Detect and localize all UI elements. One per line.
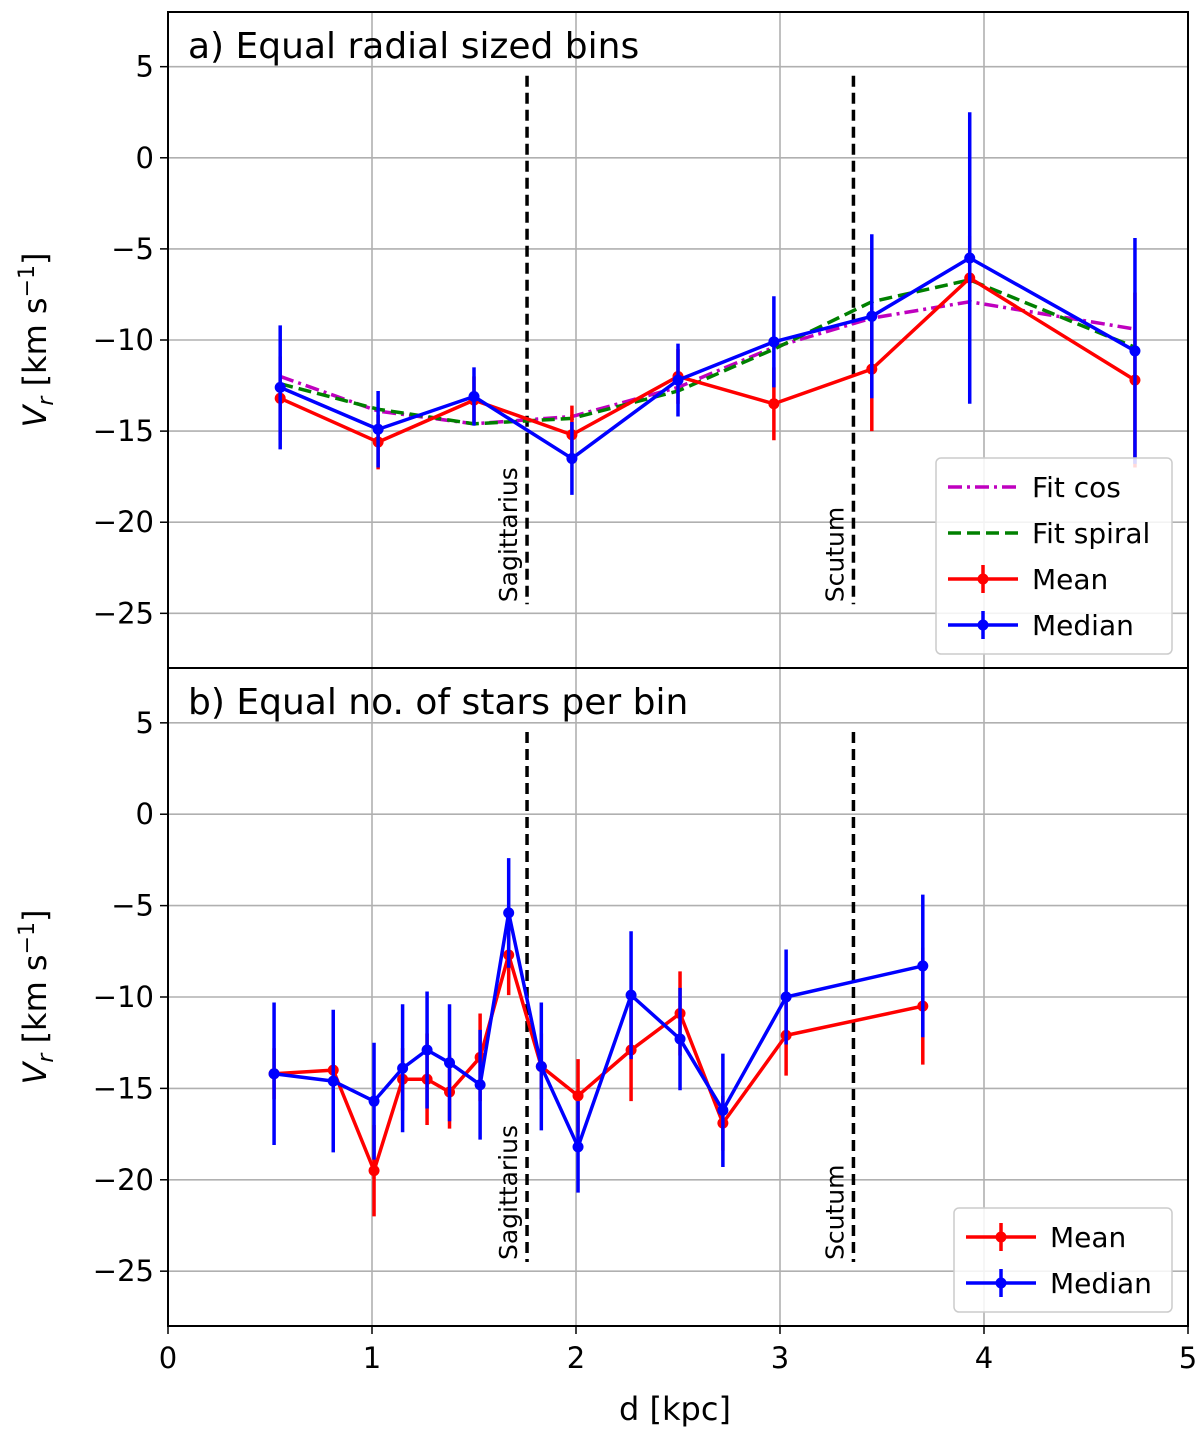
y-tick-label: −20: [93, 1163, 154, 1197]
legend-box: [953, 1207, 1173, 1313]
legend-swatch-marker-mean: [977, 573, 989, 585]
median-point: [566, 452, 578, 464]
median-point: [768, 336, 780, 348]
y-tick-label: −25: [93, 596, 154, 630]
panel-b: 5 0 −5 −10 −15 −20 −25 Vr [km s−1] Sagittarius Sc…: [15, 667, 1189, 1327]
median-point: [372, 423, 384, 435]
series-median: [274, 112, 1141, 495]
legend-swatch-marker-mean: [995, 1231, 1007, 1243]
legend-label-median: Median: [1032, 609, 1134, 642]
median-point: [327, 1075, 339, 1087]
median-point: [780, 991, 792, 1003]
y-tick-label: −15: [93, 1071, 154, 1105]
arm-label-scutum: Scutum: [820, 1165, 849, 1260]
median-point: [268, 1068, 280, 1080]
legend-box: [935, 457, 1173, 655]
y-axis-label: Vr [km s−1]: [15, 909, 59, 1084]
median-point: [421, 1044, 433, 1056]
median-point: [274, 381, 286, 393]
panel-frame-b: [167, 667, 1189, 1327]
y-tick-label: −5: [111, 889, 154, 923]
y-tick-label: −15: [93, 414, 154, 448]
x-tick-label: 0: [159, 1341, 177, 1375]
y-tick-label: 5: [136, 50, 154, 84]
median-point: [368, 1095, 380, 1107]
y-tick-label: −5: [111, 232, 154, 266]
panel-a: 5 0 −5 −10 −15 −20 −25 Vr [km s−1] Sagittarius Sc…: [15, 11, 1189, 669]
fit-cos-line: [279, 299, 1136, 426]
median-point: [572, 1141, 584, 1153]
x-tick-label: 1: [363, 1341, 381, 1375]
arm-label-sagittarius: Sagittarius: [494, 467, 523, 602]
median-point: [917, 960, 929, 972]
y-tick-label: −25: [93, 1254, 154, 1288]
legend-b: Mean Median: [953, 1207, 1173, 1313]
median-point: [964, 252, 976, 264]
median-point: [674, 1033, 686, 1045]
x-tick-label: 4: [975, 1341, 993, 1375]
legend-swatch-marker-median: [995, 1277, 1007, 1289]
mean-point: [368, 1165, 380, 1177]
median-point: [444, 1057, 456, 1069]
legend-a: Fit cos Fit spiral Mean Median: [935, 457, 1173, 655]
y-tick-label: 0: [136, 797, 154, 831]
mean-point: [768, 398, 780, 410]
median-point: [474, 1079, 486, 1091]
median-point: [535, 1060, 547, 1072]
x-tick-label: 5: [1179, 1341, 1197, 1375]
arm-label-sagittarius: Sagittarius: [494, 1125, 523, 1260]
series-fit-cos: [279, 299, 1136, 426]
median-point: [1129, 345, 1141, 357]
y-tick-label: −20: [93, 505, 154, 539]
y-tick-label: −10: [93, 980, 154, 1014]
series-median: [268, 858, 929, 1193]
legend-label-fit-cos: Fit cos: [1032, 471, 1121, 504]
series-mean: [274, 236, 1141, 470]
median-point: [672, 374, 684, 386]
median-point: [468, 390, 480, 402]
y-axis-label: Vr [km s−1]: [15, 252, 59, 427]
panel-title-b: b) Equal no. of stars per bin: [188, 682, 688, 723]
legend-label-fit-spiral: Fit spiral: [1032, 517, 1150, 550]
legend-label-median: Median: [1050, 1267, 1152, 1300]
median-point: [717, 1104, 729, 1116]
arm-label-scutum: Scutum: [820, 507, 849, 602]
x-axis: 0 1 2 3 4 5: [159, 1326, 1197, 1375]
x-axis-label: d [kpc]: [619, 1390, 731, 1428]
panel-title-a: a) Equal radial sized bins: [188, 26, 639, 67]
median-point: [625, 989, 637, 1001]
legend-label-mean: Mean: [1032, 563, 1108, 596]
median-point: [866, 310, 878, 322]
y-tick-label: 5: [136, 706, 154, 740]
median-point: [503, 907, 515, 919]
x-tick-label: 2: [567, 1341, 585, 1375]
y-tick-label: −10: [93, 323, 154, 357]
y-tick-label: 0: [136, 141, 154, 175]
grid-b: [168, 668, 1188, 1326]
mean-point: [572, 1090, 584, 1102]
x-tick-label: 3: [771, 1341, 789, 1375]
median-point: [397, 1062, 409, 1074]
legend-swatch-marker-median: [977, 619, 989, 631]
legend-label-mean: Mean: [1050, 1221, 1126, 1254]
